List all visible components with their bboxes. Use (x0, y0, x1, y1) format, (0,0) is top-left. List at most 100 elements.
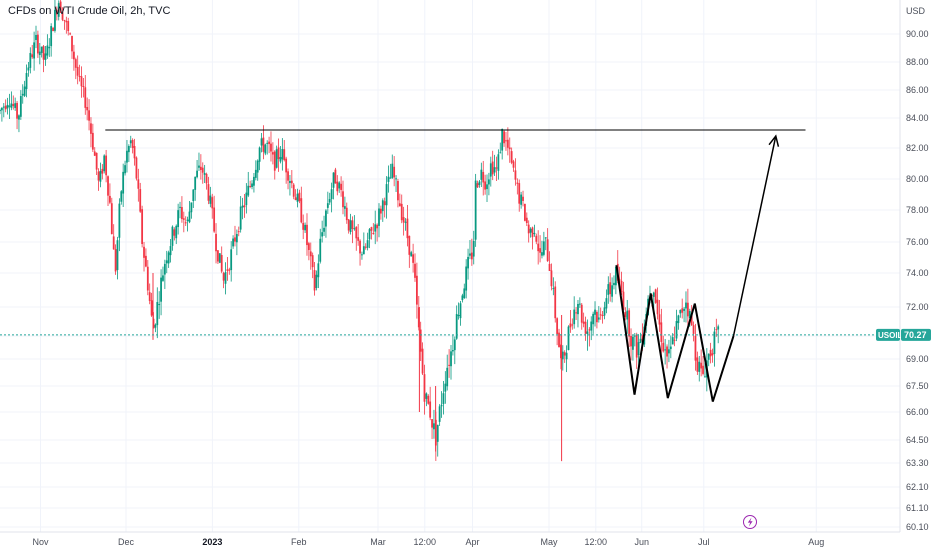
candle-body (263, 138, 265, 152)
candle-body (344, 206, 346, 209)
candle-body (626, 311, 628, 320)
candle-body (401, 204, 403, 220)
time-tick-label: Jul (698, 537, 710, 547)
candle-body (168, 252, 170, 263)
candle-body (410, 252, 412, 256)
time-tick-label: Apr (465, 537, 479, 547)
candle-body (48, 47, 50, 48)
candle-body (695, 336, 697, 361)
price-tick-label: 80.00 (906, 174, 929, 184)
candle-body (583, 322, 585, 324)
candle-body (492, 162, 494, 175)
candle-body (522, 197, 524, 201)
candle-body (594, 310, 596, 315)
time-tick-label: Feb (291, 537, 307, 547)
candle-body (687, 303, 689, 317)
candle-body (715, 329, 717, 330)
candle-body (702, 366, 704, 374)
candle-body (323, 228, 325, 232)
current-price-badge: USOIL 70.27 (876, 329, 931, 341)
candle-body (520, 195, 522, 205)
candle-body (708, 354, 710, 360)
candle-body (117, 240, 119, 270)
candle-body (372, 233, 374, 234)
candle-body (460, 303, 462, 318)
candle-body (88, 110, 90, 120)
candle-body (5, 106, 7, 110)
candle-body (79, 76, 81, 77)
candle-body (312, 255, 314, 267)
candle-body (528, 225, 530, 234)
candle-body (217, 250, 219, 261)
candle-body (183, 218, 185, 219)
candle-body (226, 269, 228, 271)
candle-body (575, 312, 577, 313)
candle-body (33, 42, 35, 58)
candle-body (196, 171, 198, 178)
candle-body (628, 310, 630, 336)
candle-body (272, 152, 274, 154)
candle-body (211, 197, 213, 208)
price-tick-label: 76.00 (906, 237, 929, 247)
candle-body (321, 232, 323, 236)
candle-body (429, 402, 431, 418)
candle-body (532, 227, 534, 237)
candle-body (16, 103, 18, 119)
time-tick-label: May (540, 537, 558, 547)
candle-body (287, 171, 289, 180)
candle-body (592, 314, 594, 324)
candle-body (384, 201, 386, 205)
candle-body (164, 264, 166, 275)
candle-body (325, 211, 327, 227)
candle-body (147, 267, 149, 291)
candle-body (352, 220, 354, 229)
price-badge: 70.27 (904, 330, 927, 340)
candle-body (549, 264, 551, 271)
price-tick-label: 63.30 (906, 458, 929, 468)
candle-body (37, 35, 39, 54)
candle-body (473, 241, 475, 257)
candle-body (245, 193, 247, 205)
price-tick-label: 74.00 (906, 268, 929, 278)
candle-body (39, 52, 41, 55)
candle-body (463, 288, 465, 298)
candle-body (299, 193, 301, 201)
candle-body (604, 307, 606, 315)
candle-body (437, 425, 439, 442)
candle-body (346, 208, 348, 220)
candle-body (3, 107, 5, 108)
candle-body (355, 227, 357, 238)
candle-body (242, 206, 244, 208)
candle-body (484, 181, 486, 189)
candle-body (281, 149, 283, 159)
candle-body (712, 353, 714, 355)
chart-title: CFDs on WTI Crude Oil, 2h, TVC (8, 5, 170, 17)
candle-body (285, 159, 287, 173)
candle-body (676, 321, 678, 338)
candle-body (198, 166, 200, 168)
candle-body (280, 157, 282, 162)
candle-body (683, 309, 685, 311)
candle-body (317, 263, 319, 277)
candle-body (577, 304, 579, 314)
candle-body (77, 67, 79, 76)
symbol-badge: USOIL (878, 331, 903, 340)
candle-body (137, 179, 139, 188)
candle-body (395, 178, 397, 179)
candle-body (29, 53, 31, 68)
candle-body (141, 209, 143, 244)
candle-body (564, 352, 566, 355)
candle-body (132, 140, 134, 148)
candle-body (363, 246, 365, 254)
candle-body (585, 322, 587, 334)
candle-body (496, 168, 498, 169)
candle-body (357, 237, 359, 241)
lightning-event-icon[interactable] (744, 516, 757, 529)
candle-body (573, 310, 575, 325)
candle-body (505, 140, 507, 141)
candle-body (516, 183, 518, 184)
candle-body (342, 191, 344, 207)
candle-body (221, 255, 223, 272)
candle-body (513, 161, 515, 167)
